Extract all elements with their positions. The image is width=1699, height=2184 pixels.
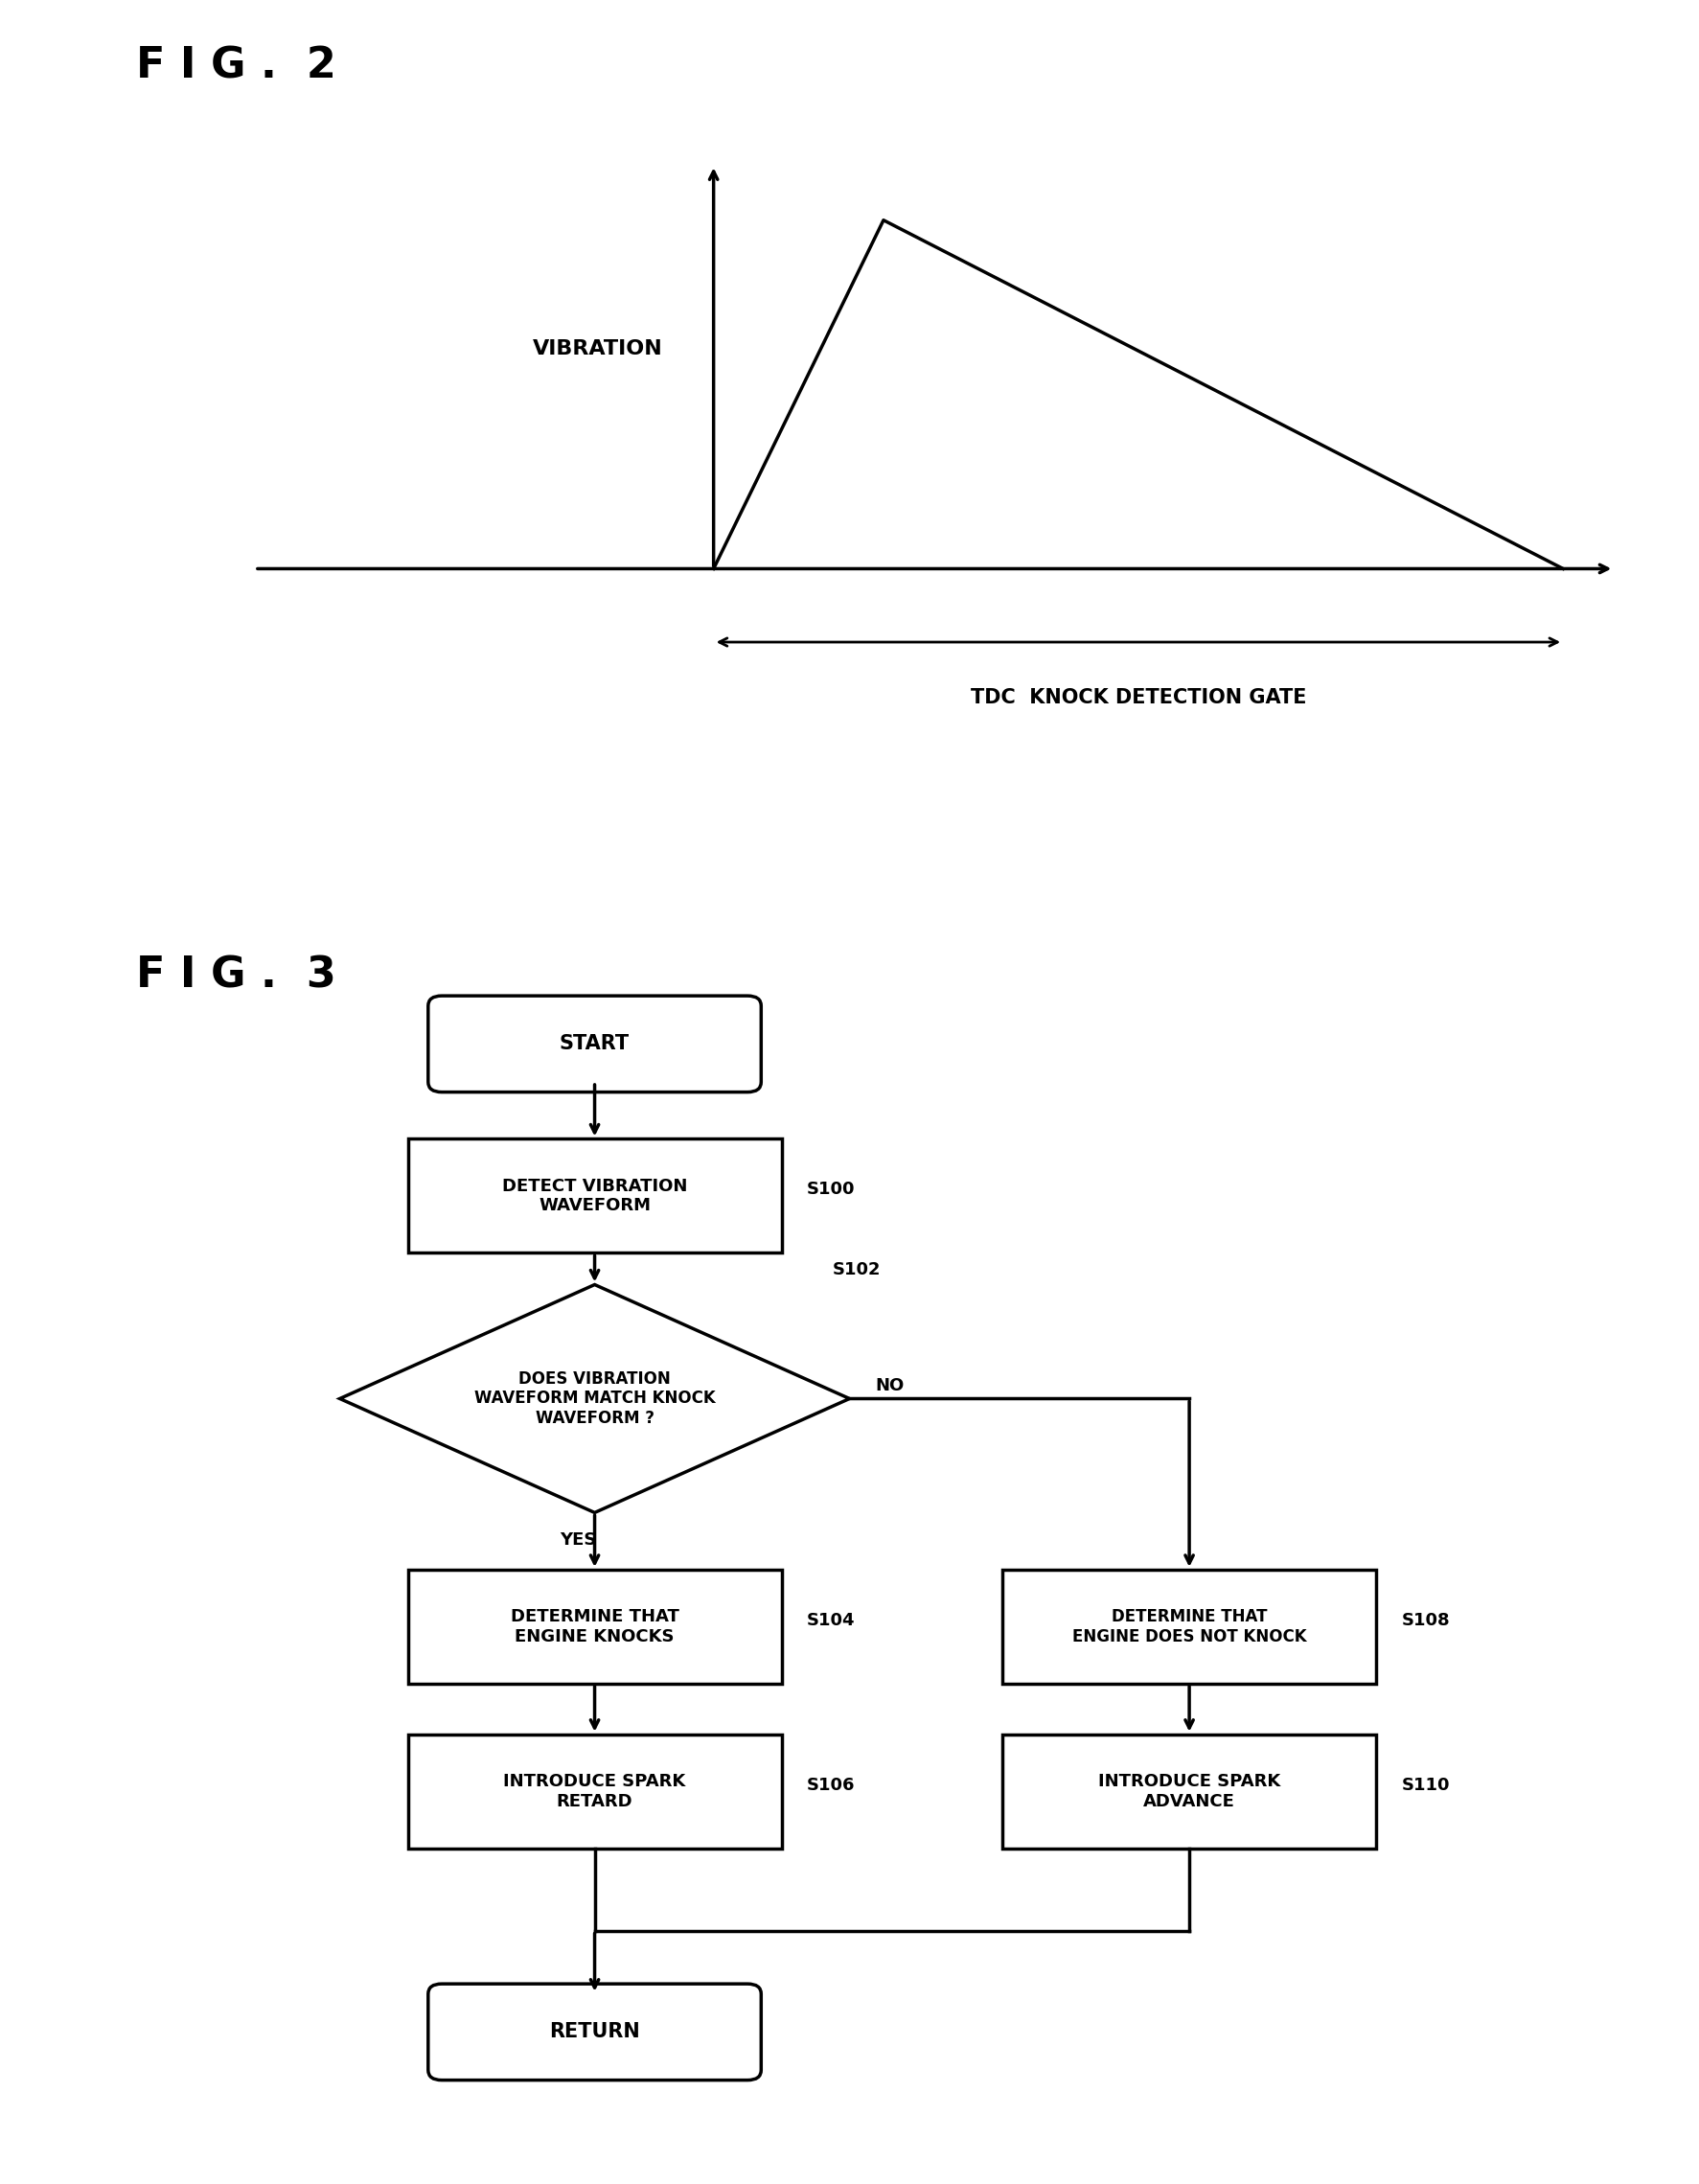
Text: S102: S102 bbox=[833, 1260, 880, 1278]
Text: S104: S104 bbox=[807, 1612, 855, 1629]
Text: F I G .  3: F I G . 3 bbox=[136, 954, 336, 996]
Text: VIBRATION: VIBRATION bbox=[532, 339, 663, 358]
FancyBboxPatch shape bbox=[428, 1983, 761, 2079]
Text: S108: S108 bbox=[1402, 1612, 1451, 1629]
Text: TDC  KNOCK DETECTION GATE: TDC KNOCK DETECTION GATE bbox=[970, 688, 1307, 708]
Text: NO: NO bbox=[875, 1378, 904, 1396]
Text: F I G .  2: F I G . 2 bbox=[136, 46, 336, 87]
Bar bbox=[1002, 1570, 1376, 1684]
Bar bbox=[408, 1734, 782, 1848]
Bar bbox=[408, 1140, 782, 1254]
Text: YES: YES bbox=[559, 1531, 596, 1548]
Bar bbox=[1002, 1734, 1376, 1848]
Text: S100: S100 bbox=[807, 1182, 855, 1199]
Text: DETERMINE THAT
ENGINE DOES NOT KNOCK: DETERMINE THAT ENGINE DOES NOT KNOCK bbox=[1072, 1607, 1307, 1645]
FancyBboxPatch shape bbox=[428, 996, 761, 1092]
Bar bbox=[408, 1570, 782, 1684]
Text: RETURN: RETURN bbox=[549, 2022, 641, 2042]
Text: DETERMINE THAT
ENGINE KNOCKS: DETERMINE THAT ENGINE KNOCKS bbox=[510, 1607, 680, 1645]
Text: START: START bbox=[559, 1035, 630, 1053]
Text: S110: S110 bbox=[1402, 1776, 1449, 1793]
Text: DETECT VIBRATION
WAVEFORM: DETECT VIBRATION WAVEFORM bbox=[501, 1177, 688, 1214]
Text: S106: S106 bbox=[807, 1776, 855, 1793]
Polygon shape bbox=[340, 1284, 850, 1514]
Text: INTRODUCE SPARK
ADVANCE: INTRODUCE SPARK ADVANCE bbox=[1098, 1773, 1281, 1811]
Text: INTRODUCE SPARK
RETARD: INTRODUCE SPARK RETARD bbox=[503, 1773, 686, 1811]
Text: DOES VIBRATION
WAVEFORM MATCH KNOCK
WAVEFORM ?: DOES VIBRATION WAVEFORM MATCH KNOCK WAVE… bbox=[474, 1369, 715, 1426]
